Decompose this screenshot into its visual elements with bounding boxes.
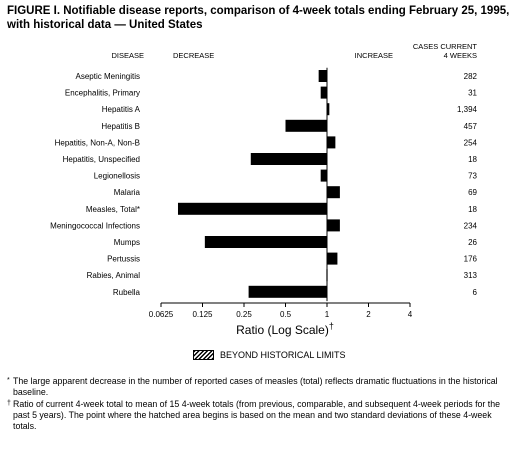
category-label: Mumps (114, 238, 140, 247)
category-label: Hepatitis, Unspecified (63, 155, 140, 164)
category-label: Hepatitis B (101, 122, 140, 131)
category-label: Malaria (114, 188, 141, 197)
x-tick-label: 2 (366, 310, 371, 319)
bar (320, 86, 327, 99)
bar (327, 219, 340, 232)
category-label: Hepatitis A (102, 105, 141, 114)
bar (285, 119, 327, 132)
legend-label: BEYOND HISTORICAL LIMITS (220, 350, 346, 360)
footnote-ratio: † Ratio of current 4-week total to mean o… (7, 399, 515, 432)
hatched-swatch-icon (193, 350, 214, 360)
cases-value: 18 (468, 205, 477, 214)
header-cases-line2: 4 WEEKS (444, 51, 477, 60)
cases-value: 73 (468, 172, 477, 181)
header-disease: DISEASE (111, 51, 144, 60)
category-label: Rubella (113, 288, 141, 297)
legend: BEYOND HISTORICAL LIMITS (193, 350, 346, 360)
x-tick-label: 0.0625 (149, 310, 174, 319)
bar (320, 169, 327, 182)
cases-value: 31 (468, 89, 477, 98)
category-label: Meningococcal Infections (50, 221, 140, 230)
cases-value: 254 (464, 138, 478, 147)
cases-value: 313 (464, 271, 478, 280)
bar (318, 70, 327, 82)
footnote-measles: * The large apparent decrease in the numb… (7, 376, 515, 398)
x-tick-label: 0.5 (280, 310, 292, 319)
chart: DISEASE DECREASE INCREASE CASES CURRENT … (50, 42, 478, 337)
bar (250, 153, 327, 165)
category-label: Aseptic Meningitis (76, 72, 140, 81)
cases-value: 234 (464, 221, 478, 230)
cases-value: 282 (464, 72, 478, 81)
footnotes: * The large apparent decrease in the numb… (7, 376, 515, 432)
header-increase: INCREASE (355, 51, 393, 60)
footnote-text: Ratio of current 4-week total to mean of… (13, 399, 501, 431)
footnote-mark: † (7, 400, 11, 407)
bar (327, 186, 340, 199)
cases-value: 18 (468, 155, 477, 164)
x-tick-label: 1 (325, 310, 330, 319)
footnote-mark: * (7, 377, 10, 384)
bar (248, 285, 327, 298)
category-label: Legionellosis (94, 172, 140, 181)
bar (327, 252, 338, 265)
cases-value: 176 (464, 255, 478, 264)
header-decrease: DECREASE (173, 51, 214, 60)
header-cases-line1: CASES CURRENT (413, 42, 478, 51)
cases-value: 457 (464, 122, 478, 131)
category-label: Encephalitis, Primary (65, 89, 140, 98)
x-tick-label: 0.125 (192, 310, 213, 319)
bar (204, 236, 327, 248)
figure-title: FIGURE I. Notifiable disease reports, co… (7, 5, 510, 31)
category-label: Measles, Total* (86, 205, 140, 214)
cases-value: 69 (468, 188, 477, 197)
x-tick-label: 4 (408, 310, 413, 319)
bar (327, 136, 336, 149)
bar (327, 103, 330, 116)
cases-value: 26 (468, 238, 477, 247)
bar (177, 202, 327, 215)
x-tick-label: 0.25 (236, 310, 252, 319)
category-label: Hepatitis, Non-A, Non-B (55, 138, 140, 147)
category-label: Rabies, Animal (87, 271, 141, 280)
footnote-text: The large apparent decrease in the numbe… (13, 376, 498, 397)
x-axis-label: Ratio (Log Scale)† (236, 321, 334, 337)
cases-value: 6 (473, 288, 478, 297)
x-axis-label-mark: † (329, 321, 334, 331)
cases-value: 1,394 (457, 105, 478, 114)
category-label: Pertussis (107, 255, 140, 264)
